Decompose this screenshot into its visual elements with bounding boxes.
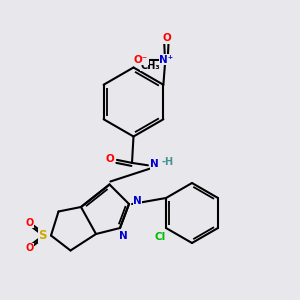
Text: N: N [133, 196, 142, 206]
Text: O⁻: O⁻ [134, 55, 148, 65]
Text: O: O [25, 218, 34, 228]
Text: Cl: Cl [154, 232, 166, 242]
Text: N: N [118, 231, 127, 242]
Text: N: N [150, 159, 159, 170]
Text: O: O [162, 33, 171, 43]
Text: S: S [38, 229, 47, 242]
Text: O: O [25, 243, 34, 253]
Text: CH₃: CH₃ [140, 61, 160, 71]
Text: N⁺: N⁺ [159, 55, 173, 65]
Text: O: O [106, 154, 115, 164]
Text: -H: -H [161, 157, 173, 167]
